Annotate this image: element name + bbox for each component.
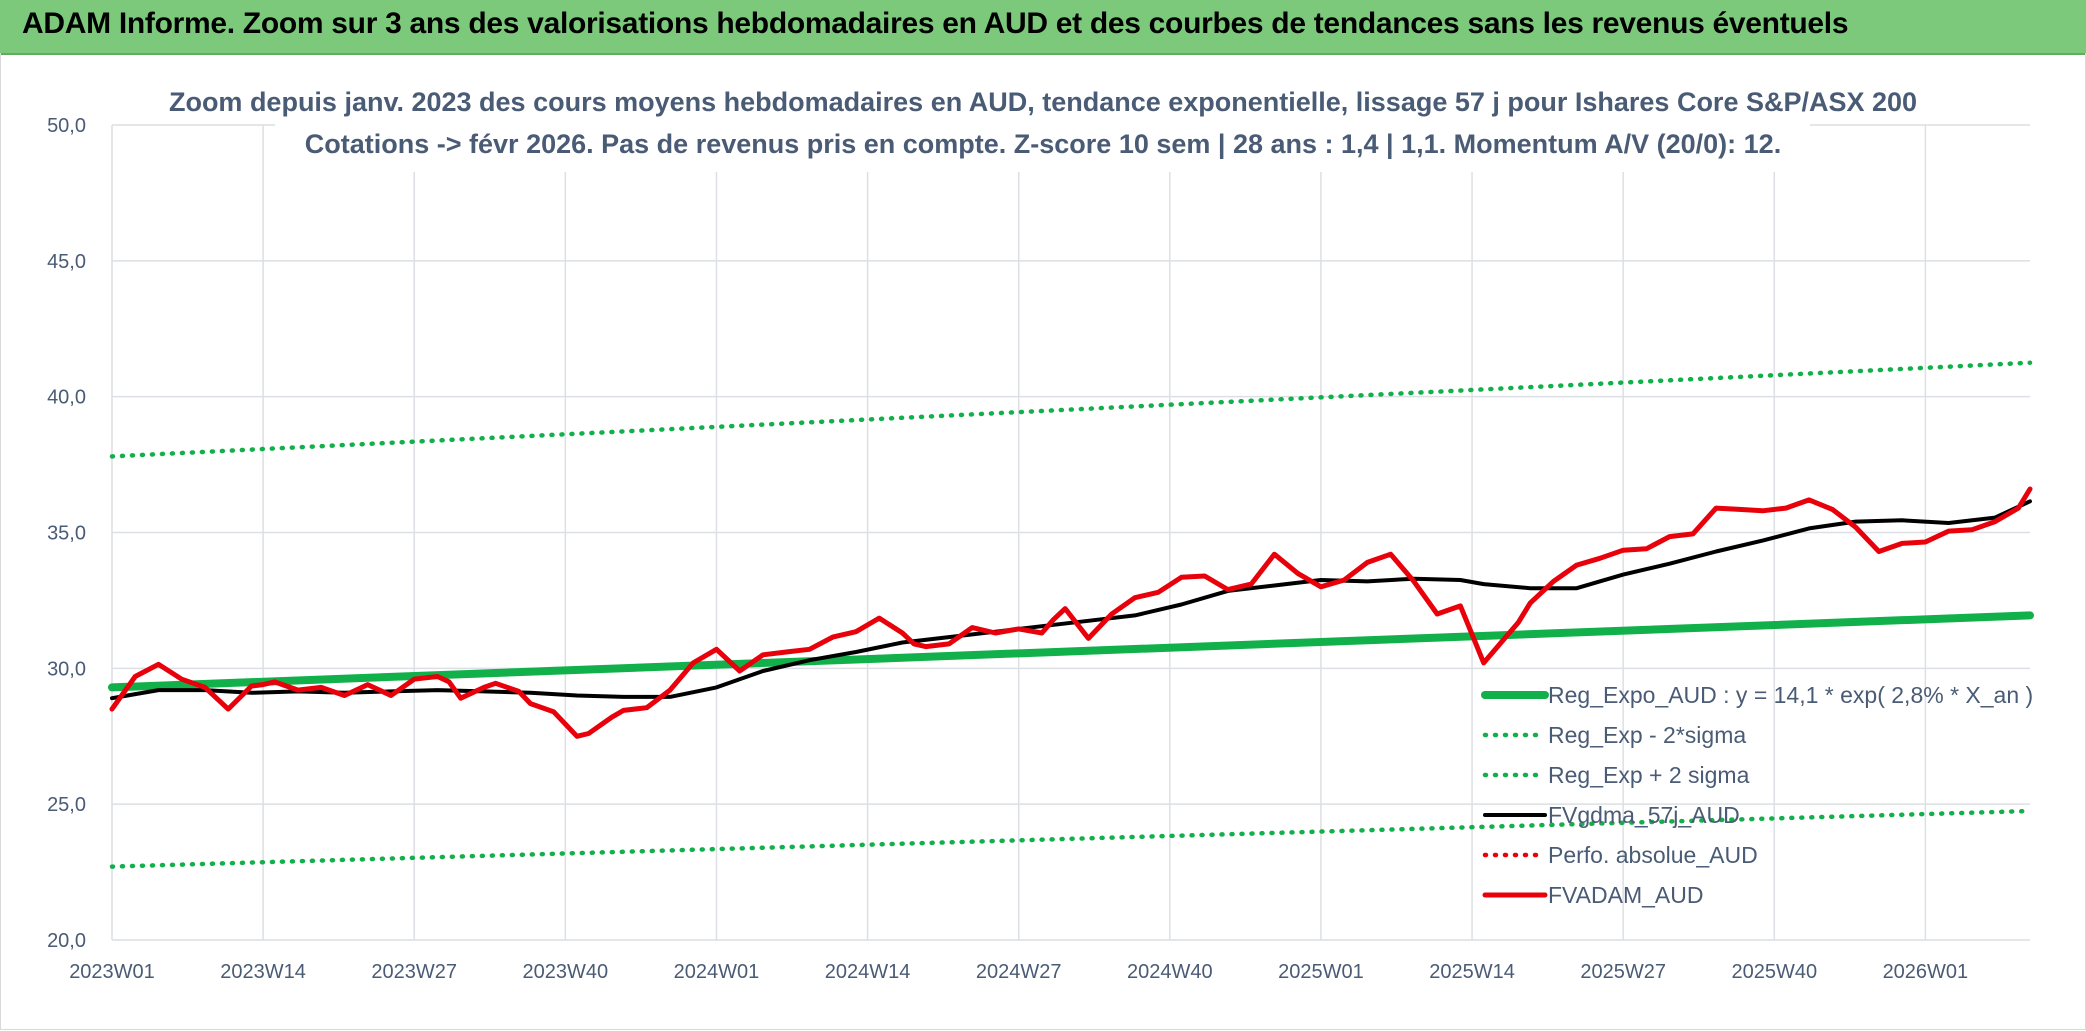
- x-axis-ticks: 2023W01 2023W14 2023W27 2023W40 2024W01 2024W…: [69, 961, 1968, 983]
- x-tick-label: 2025W40: [1731, 961, 1817, 983]
- y-tick-label: 30,0: [47, 658, 86, 680]
- x-tick-label: 2023W27: [371, 961, 457, 983]
- series-line: [109, 486, 2033, 739]
- x-tick-label: 2024W40: [1127, 961, 1213, 983]
- legend-label: FVgdma_57j_AUD: [1548, 802, 1740, 828]
- x-tick-label: 2025W27: [1580, 961, 1666, 983]
- x-tick-label: 2024W01: [674, 961, 760, 983]
- series-line: [108, 611, 2034, 692]
- x-tick-label: 2026W01: [1883, 961, 1969, 983]
- x-tick-label: 2023W01: [69, 961, 155, 983]
- y-tick-label: 45,0: [47, 251, 86, 273]
- x-tick-label: 2024W14: [825, 961, 911, 983]
- x-tick-label: 2025W01: [1278, 961, 1364, 983]
- legend-label: Reg_Exp - 2*sigma: [1548, 722, 1746, 748]
- series-line: [109, 360, 2033, 459]
- x-tick-label: 2023W14: [220, 961, 306, 983]
- y-tick-label: 20,0: [47, 930, 86, 952]
- y-tick-label: 40,0: [47, 387, 86, 409]
- series-line: [109, 808, 2033, 869]
- report-title: ADAM Informe. Zoom sur 3 ans des valoris…: [22, 7, 1849, 40]
- legend-label: Reg_Exp + 2 sigma: [1548, 762, 1750, 788]
- x-tick-label: 2023W40: [523, 961, 609, 983]
- legend-label: FVADAM_AUD: [1548, 882, 1704, 908]
- x-tick-label: 2025W14: [1429, 961, 1515, 983]
- report-banner: ADAM Informe. Zoom sur 3 ans des valoris…: [0, 0, 2086, 55]
- chart-legend: Reg_Expo_AUD : y = 14,1 * exp( 2,8% * X_…: [1481, 682, 2033, 908]
- subtitle-background: [275, 82, 1810, 172]
- y-tick-label: 25,0: [47, 794, 86, 816]
- chart-title-line-2: Cotations -> févr 2026. Pas de revenus p…: [305, 129, 1781, 159]
- y-axis-ticks: 20,0 25,0 30,0 35,0 40,0 45,0 50,0: [47, 115, 86, 952]
- chart-series: [108, 360, 2034, 869]
- y-tick-label: 50,0: [47, 115, 86, 137]
- legend-label: Perfo. absolue_AUD: [1548, 842, 1758, 868]
- y-tick-label: 35,0: [47, 523, 86, 545]
- series-line: [110, 499, 2032, 701]
- x-tick-label: 2024W27: [976, 961, 1062, 983]
- chart-title-line-1: Zoom depuis janv. 2023 des cours moyens …: [169, 87, 1917, 117]
- legend-label: Reg_Expo_AUD : y = 14,1 * exp( 2,8% * X_…: [1548, 682, 2033, 708]
